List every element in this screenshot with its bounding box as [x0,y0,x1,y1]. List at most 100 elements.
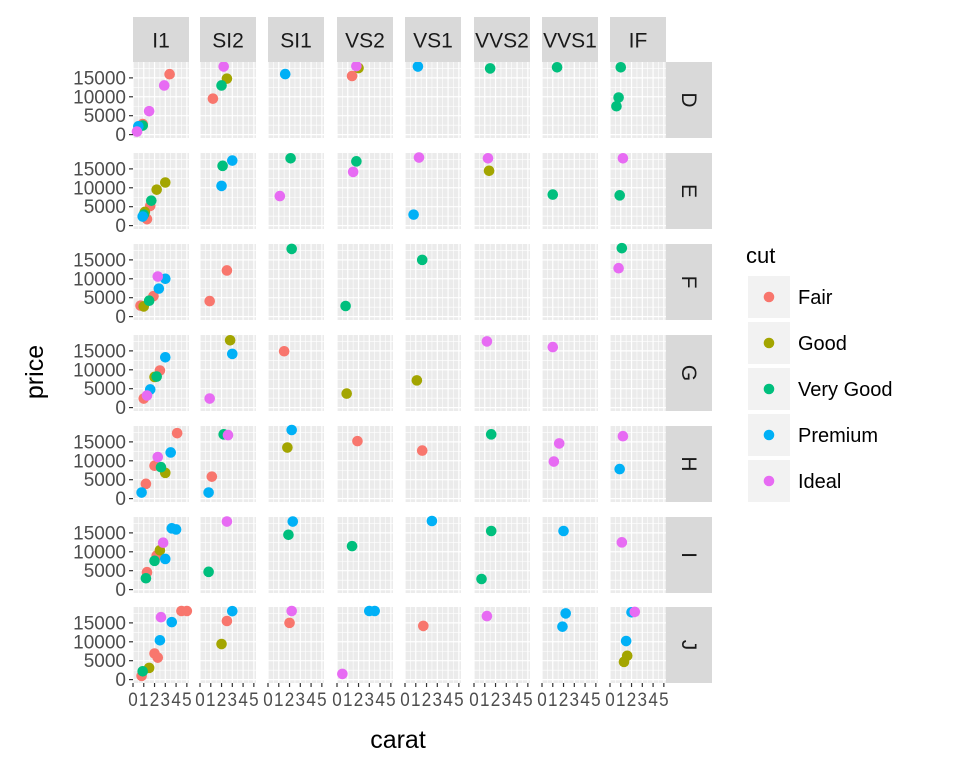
data-point [351,156,362,167]
x-tick-label: 3 [502,690,512,711]
facet-panel-SI1-D [268,62,324,138]
data-point [155,461,167,473]
data-point [153,283,165,294]
data-point [152,451,164,463]
data-point [613,92,624,103]
column-strip-label: IF [629,30,648,53]
data-point [615,61,627,73]
facet-panel-VVS2-F [474,244,530,320]
facet-panel-VVS2-G [474,335,530,411]
x-tick-label: 4 [238,690,248,711]
x-tick-label: 1 [548,690,558,711]
data-point [287,516,299,527]
data-point [616,537,628,548]
data-point [369,605,380,617]
y-tick-label: 5000 [84,470,126,491]
data-point [426,515,438,527]
facet-panel-VS2-D [337,62,393,138]
data-point [227,605,238,617]
facet-panel-VVS1-F [542,244,598,320]
column-strip-label: VS1 [413,30,453,53]
facet-panel-SI1-J [268,607,324,683]
data-point [278,345,290,357]
data-point [136,487,147,498]
column-strip-label: SI1 [280,30,312,53]
x-tick-label: 2 [217,690,227,711]
legend-swatch [763,291,775,303]
column-strip-label: SI2 [212,30,244,53]
column-strip-label: VS2 [345,30,385,53]
y-tick-label: 0 [115,670,126,691]
data-point [547,189,559,200]
y-tick-label: 10000 [73,451,126,472]
data-point [224,334,236,346]
data-point [274,190,286,202]
data-point [547,341,559,353]
data-point [558,525,569,537]
legend: cut Fair Good Very Good Premium Ideal [746,243,893,502]
data-point [476,573,487,585]
data-point [221,265,233,276]
x-tick-label: 5 [591,690,601,711]
x-tick-label: 1 [411,690,421,711]
x-tick-label: 5 [249,690,259,711]
facet-panel-VS1-G [405,335,461,411]
data-point [551,61,563,73]
data-point [481,610,493,622]
column-strip-VVS1 [542,17,598,62]
y-tick-label: 15000 [73,250,126,271]
data-point [416,445,428,456]
facet-panel-VS2-G [337,335,393,411]
facet-panel-SI1-H [268,426,324,502]
x-tick-label: 3 [365,690,375,711]
x-tick-label: 4 [306,690,316,711]
column-strip-VS2 [337,17,393,62]
legend-swatch [763,429,775,441]
legend-swatch [763,475,775,487]
data-point [485,525,497,537]
x-tick-label: 0 [400,690,410,711]
row-strip-J [666,607,712,683]
data-point [617,152,629,164]
data-point [149,555,160,567]
data-point [481,336,493,347]
x-tick-label: 3 [433,690,443,711]
y-tick-label: 5000 [84,288,126,309]
y-tick-label: 5000 [84,197,126,218]
facet-panel-VVS1-J [542,607,598,683]
row-strip-E [666,153,712,229]
data-point [620,635,632,647]
x-tick-label: 5 [386,690,396,711]
x-tick-label: 4 [375,690,385,711]
data-point [284,617,295,629]
legend-label: Premium [798,425,878,447]
y-tick-label: 5000 [84,651,126,672]
data-point [216,80,227,91]
data-point [206,471,218,482]
axes: 0500010000150000500010000150000500010000… [73,68,668,711]
data-point [146,195,157,206]
legend-label: Ideal [798,471,841,493]
y-tick-label: 0 [115,307,126,328]
x-tick-label: 0 [605,690,615,711]
data-point [351,60,362,72]
y-tick-label: 0 [115,398,126,419]
data-point [171,427,183,439]
y-tick-label: 10000 [73,360,126,381]
x-tick-label: 1 [274,690,284,711]
facet-panel-VVS2-H [474,426,530,502]
row-strip-label: I [677,552,700,558]
facet-panel-VS1-H [405,426,461,502]
data-point [279,68,291,80]
x-axis-title: carat [370,726,426,754]
data-point [286,243,297,255]
x-tick-label: 1 [139,690,149,711]
x-tick-label: 2 [150,690,160,711]
data-point [170,524,182,535]
x-tick-label: 0 [469,690,479,711]
row-strip-label: E [677,184,700,198]
facet-panel-VS1-I [405,517,461,593]
facet-panel-IF-J [610,607,666,683]
facet-panel-VVS2-E [474,153,530,229]
data-point [485,429,497,440]
